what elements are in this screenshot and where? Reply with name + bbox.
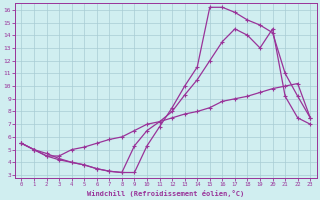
X-axis label: Windchill (Refroidissement éolien,°C): Windchill (Refroidissement éolien,°C) (87, 190, 244, 197)
